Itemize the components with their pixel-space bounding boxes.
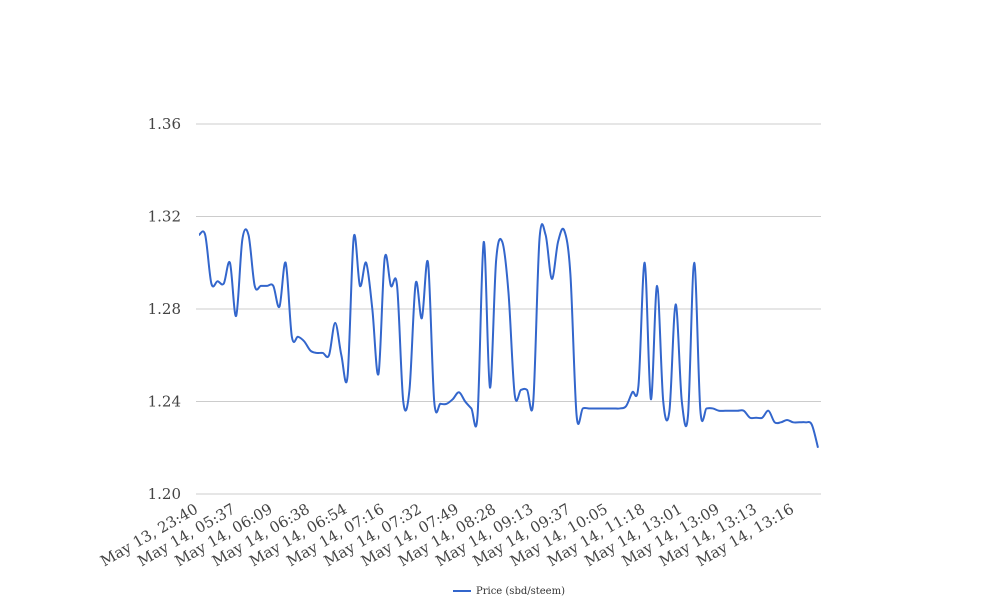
y-tick-label: 1.24 <box>148 393 181 411</box>
y-axis-ticks: 1.20 1.24 1.28 1.32 1.36 <box>148 115 181 503</box>
y-tick-label: 1.36 <box>148 115 181 133</box>
series-lines <box>198 223 819 449</box>
y-tick-label: 1.28 <box>148 300 181 318</box>
series-line-0 <box>198 223 819 449</box>
gridlines <box>196 123 821 495</box>
legend: Price (sbd/steem) <box>453 586 565 597</box>
legend-label: Price (sbd/steem) <box>476 586 565 597</box>
y-tick-label: 1.32 <box>148 208 181 226</box>
y-tick-label: 1.20 <box>148 485 181 503</box>
